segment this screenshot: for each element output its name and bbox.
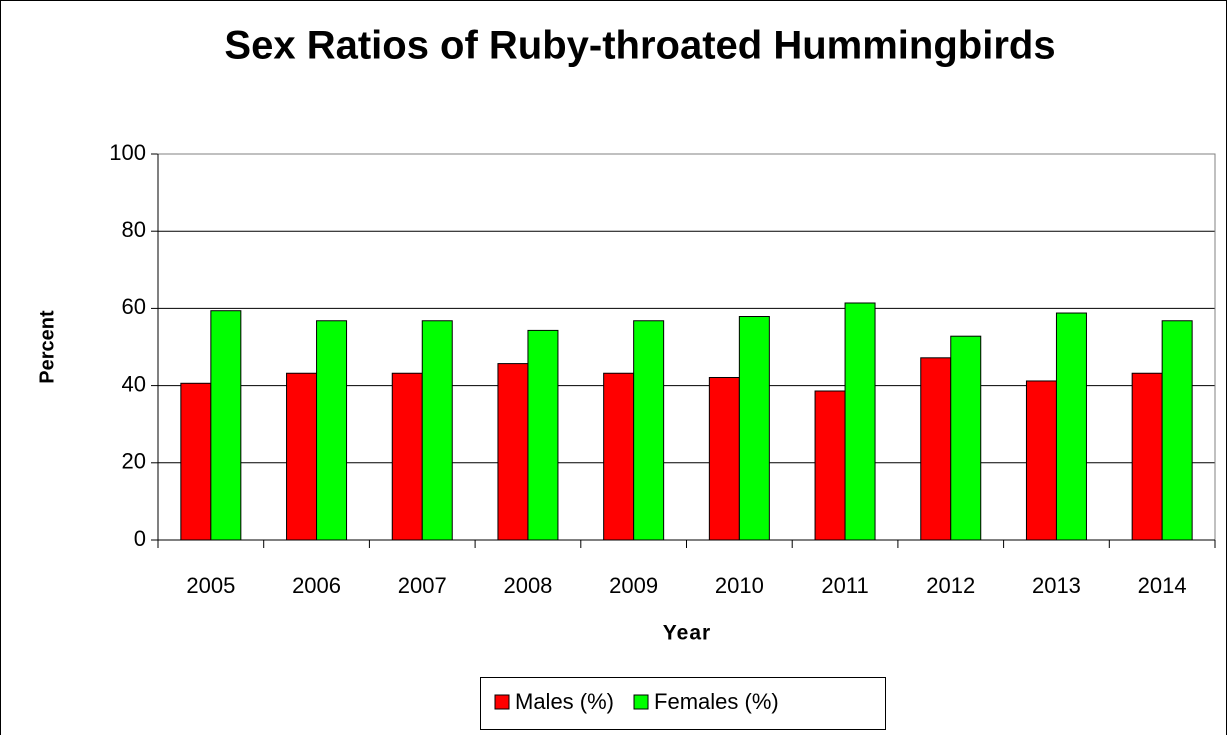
y-tick-label: 0 [134, 526, 146, 551]
bar [316, 320, 348, 541]
x-tick-label: 2007 [398, 573, 447, 598]
bar [1025, 380, 1057, 541]
bar [814, 390, 846, 541]
y-tick-label: 80 [122, 217, 146, 242]
x-tick-label: 2009 [609, 573, 658, 598]
bar [421, 320, 453, 541]
bar [1131, 372, 1163, 541]
y-tick-label: 20 [122, 449, 146, 474]
legend-label: Males (%) [515, 689, 614, 714]
x-tick-label: 2014 [1138, 573, 1187, 598]
bar [497, 363, 529, 541]
y-tick-label: 40 [122, 371, 146, 396]
legend-swatch [633, 694, 649, 710]
legend-swatch [494, 694, 510, 710]
x-tick-label: 2011 [821, 573, 868, 598]
x-axis-label: Year [663, 622, 711, 645]
bar [633, 320, 665, 541]
bar [950, 335, 982, 541]
legend [480, 677, 886, 730]
x-tick-label: 2008 [503, 573, 552, 598]
bar [1055, 312, 1087, 541]
x-tick-label: 2012 [926, 573, 975, 598]
bar [210, 310, 242, 541]
bar [738, 316, 770, 541]
bar [920, 357, 952, 541]
x-tick-label: 2005 [186, 573, 235, 598]
bar [391, 372, 423, 541]
bar [1161, 320, 1193, 541]
bar [844, 302, 876, 541]
bar [527, 329, 559, 541]
bar [603, 372, 635, 541]
bar [180, 382, 212, 541]
chart-title: Sex Ratios of Ruby-throated Hummingbirds [224, 24, 1055, 68]
x-tick-label: 2013 [1032, 573, 1081, 598]
legend-label: Females (%) [654, 689, 779, 714]
bar [286, 372, 318, 541]
y-tick-label: 100 [109, 140, 146, 165]
y-tick-label: 60 [122, 294, 146, 319]
y-axis-label: Percent [36, 310, 58, 384]
x-tick-label: 2010 [715, 573, 764, 598]
bar [708, 376, 740, 541]
x-tick-label: 2006 [292, 573, 341, 598]
